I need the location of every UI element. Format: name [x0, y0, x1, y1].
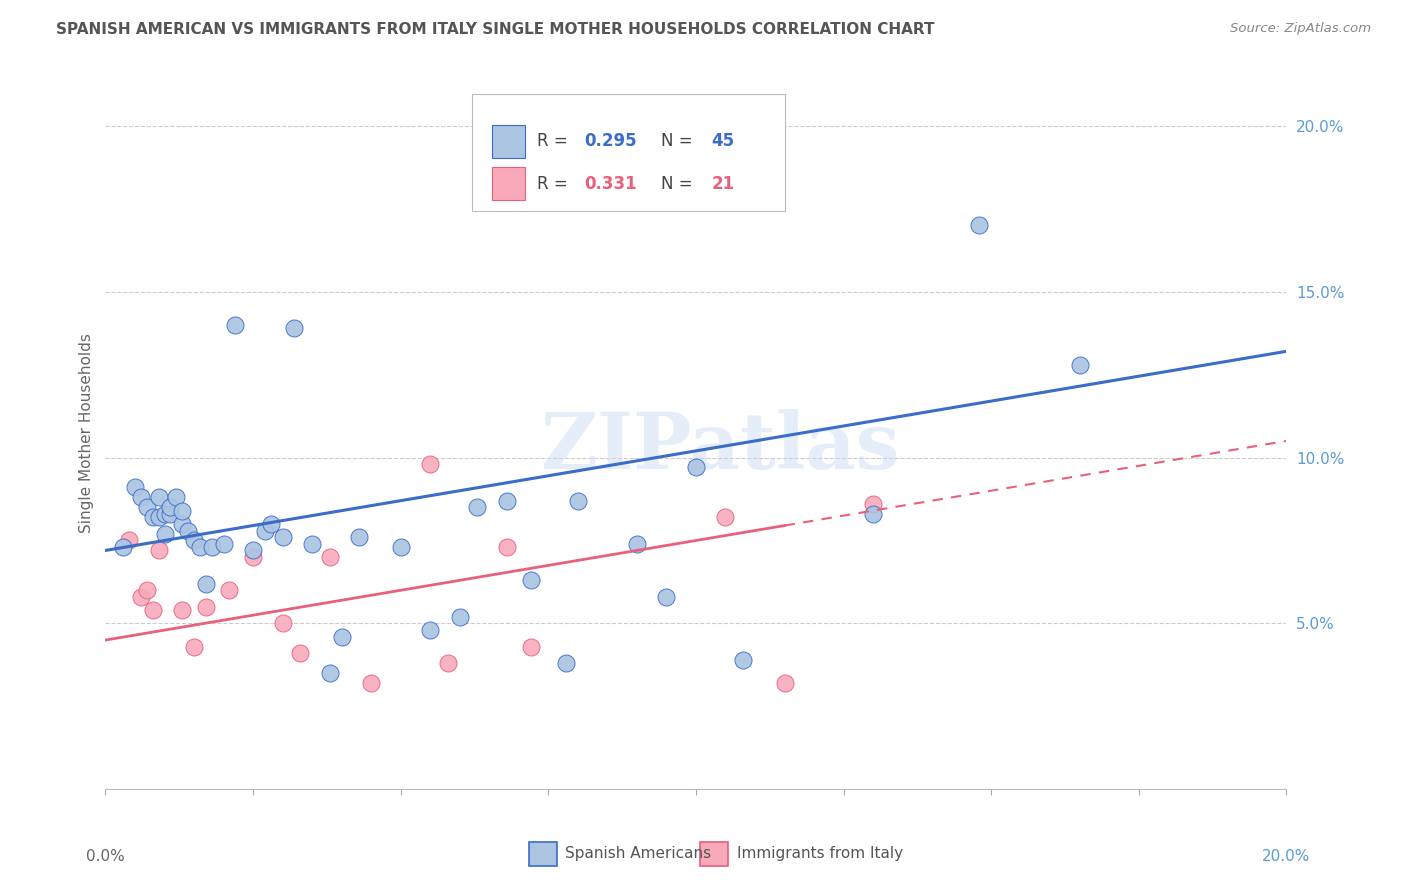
Point: [626, 537, 648, 551]
Text: Source: ZipAtlas.com: Source: ZipAtlas.com: [1230, 22, 1371, 36]
Text: SPANISH AMERICAN VS IMMIGRANTS FROM ITALY SINGLE MOTHER HOUSEHOLDS CORRELATION C: SPANISH AMERICAN VS IMMIGRANTS FROM ITAL…: [56, 22, 935, 37]
Point: [172, 516, 194, 531]
Point: [253, 524, 276, 538]
Point: [271, 616, 294, 631]
Point: [260, 516, 283, 531]
Text: ZIPatlas: ZIPatlas: [540, 409, 900, 485]
Point: [129, 491, 152, 505]
Point: [349, 530, 371, 544]
Point: [153, 526, 176, 541]
Point: [733, 653, 755, 667]
Point: [360, 676, 382, 690]
Point: [242, 550, 264, 565]
FancyBboxPatch shape: [492, 126, 524, 158]
Point: [148, 491, 170, 505]
Point: [519, 574, 541, 588]
Point: [172, 503, 194, 517]
Text: N =: N =: [661, 133, 697, 151]
Y-axis label: Single Mother Households: Single Mother Households: [79, 333, 94, 533]
Point: [271, 530, 294, 544]
Point: [1069, 358, 1091, 372]
FancyBboxPatch shape: [471, 94, 785, 211]
Text: N =: N =: [661, 175, 697, 193]
Point: [655, 590, 678, 604]
Point: [419, 457, 441, 471]
Point: [301, 537, 323, 551]
Point: [183, 533, 205, 548]
Point: [389, 540, 412, 554]
Point: [519, 640, 541, 654]
Point: [183, 640, 205, 654]
Point: [165, 491, 187, 505]
Point: [862, 507, 884, 521]
Point: [242, 543, 264, 558]
Point: [124, 480, 146, 494]
Text: 0.295: 0.295: [583, 133, 637, 151]
Point: [567, 493, 589, 508]
Point: [201, 540, 224, 554]
Point: [212, 537, 235, 551]
Point: [172, 603, 194, 617]
Point: [319, 550, 342, 565]
Text: 0.331: 0.331: [583, 175, 637, 193]
Text: 45: 45: [711, 133, 734, 151]
Point: [714, 510, 737, 524]
Point: [188, 540, 211, 554]
Point: [555, 657, 578, 671]
Point: [330, 630, 353, 644]
Point: [862, 497, 884, 511]
Point: [496, 540, 519, 554]
Point: [218, 583, 240, 598]
Point: [773, 676, 796, 690]
Point: [419, 623, 441, 637]
Point: [969, 218, 991, 232]
Point: [118, 533, 141, 548]
Point: [194, 576, 217, 591]
Point: [159, 507, 181, 521]
Point: [224, 318, 246, 332]
Text: R =: R =: [537, 175, 572, 193]
Point: [142, 603, 165, 617]
FancyBboxPatch shape: [492, 168, 524, 200]
Text: 20.0%: 20.0%: [1263, 849, 1310, 864]
Point: [194, 599, 217, 614]
Point: [135, 583, 157, 598]
Text: Spanish Americans: Spanish Americans: [565, 847, 711, 861]
Text: 21: 21: [711, 175, 734, 193]
Point: [290, 646, 312, 660]
Point: [142, 510, 165, 524]
Point: [112, 540, 135, 554]
Point: [148, 510, 170, 524]
Point: [159, 500, 181, 515]
Point: [685, 460, 707, 475]
Text: R =: R =: [537, 133, 572, 151]
Point: [437, 657, 460, 671]
Point: [129, 590, 152, 604]
Point: [148, 543, 170, 558]
Point: [153, 507, 176, 521]
Point: [283, 321, 305, 335]
Point: [496, 493, 519, 508]
Point: [135, 500, 157, 515]
Point: [449, 610, 471, 624]
Text: Immigrants from Italy: Immigrants from Italy: [737, 847, 903, 861]
Point: [467, 500, 489, 515]
Point: [319, 666, 342, 681]
Point: [177, 524, 200, 538]
Text: 0.0%: 0.0%: [86, 849, 125, 864]
